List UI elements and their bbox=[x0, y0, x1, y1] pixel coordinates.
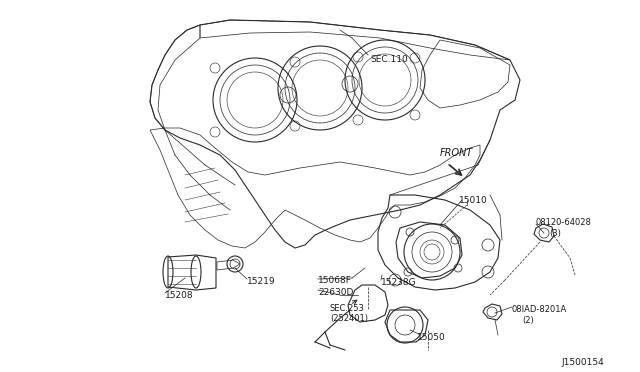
Text: 08120-64028: 08120-64028 bbox=[535, 218, 591, 227]
Text: (252401): (252401) bbox=[330, 314, 368, 323]
Text: SEC.253: SEC.253 bbox=[330, 304, 365, 313]
Text: 15219: 15219 bbox=[247, 277, 276, 286]
Text: 15010: 15010 bbox=[459, 196, 488, 205]
Text: (2): (2) bbox=[522, 316, 534, 325]
Text: 22630D: 22630D bbox=[318, 288, 353, 297]
Text: 15208: 15208 bbox=[165, 291, 194, 300]
Text: J1500154: J1500154 bbox=[561, 358, 604, 367]
Text: SEC.110: SEC.110 bbox=[370, 55, 408, 64]
Text: 15238G: 15238G bbox=[381, 278, 417, 287]
Text: 08IAD-8201A: 08IAD-8201A bbox=[512, 305, 567, 314]
Text: FRONT: FRONT bbox=[440, 148, 473, 158]
Text: (3): (3) bbox=[549, 229, 561, 238]
Text: 15068F: 15068F bbox=[318, 276, 352, 285]
Text: 15050: 15050 bbox=[417, 333, 445, 342]
